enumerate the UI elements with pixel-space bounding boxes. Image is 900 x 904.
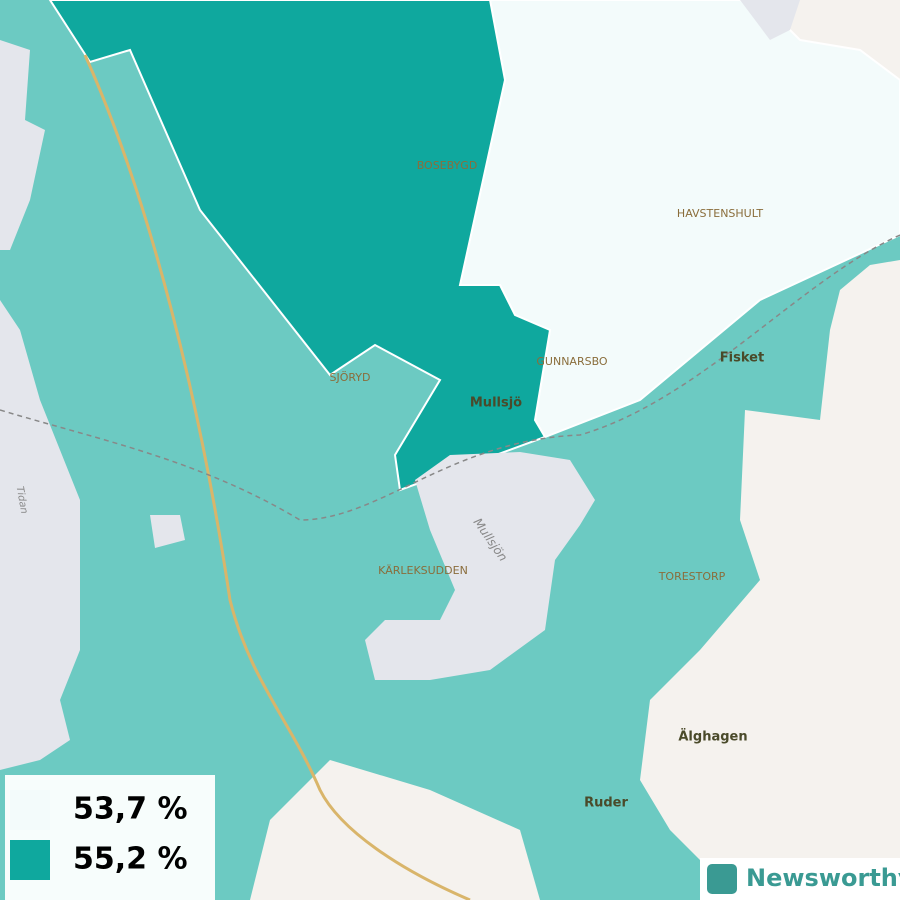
place-label: BOSEBYGD <box>417 159 478 172</box>
brand-icon <box>707 864 737 894</box>
water-label: Tidan <box>14 485 30 514</box>
place-label: HAVSTENSHULT <box>677 207 763 220</box>
place-label: Mullsjö <box>470 396 522 411</box>
place-label: SJÖRYD <box>329 371 370 384</box>
brand-name: Newsworthy <box>746 864 900 892</box>
land <box>640 260 900 860</box>
place-label: GUNNARSBO <box>536 355 608 368</box>
place-label: Älghagen <box>678 729 747 745</box>
place-label: Ruder <box>584 796 628 811</box>
road <box>83 54 471 902</box>
legend-label: 53,7 % <box>73 792 188 827</box>
place-label: KÄRLEKSUDDEN <box>378 564 468 577</box>
legend-swatch <box>10 790 50 830</box>
legend-swatch <box>10 840 50 880</box>
legend: 53,7 % 55,2 % <box>5 775 215 900</box>
place-label: Fisket <box>720 351 764 366</box>
brand: Newsworthy <box>700 858 900 900</box>
place-label: TORESTORP <box>658 570 726 583</box>
railway <box>0 234 900 521</box>
legend-label: 55,2 % <box>73 842 188 877</box>
lake <box>365 452 595 680</box>
